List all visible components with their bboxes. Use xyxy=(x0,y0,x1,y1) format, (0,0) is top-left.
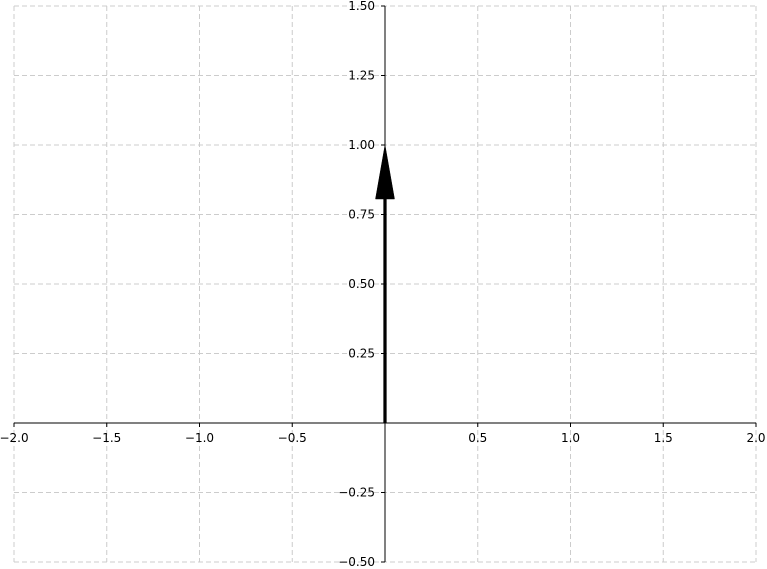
vectors xyxy=(375,144,395,424)
x-tick-label: 2.0 xyxy=(746,431,765,445)
x-tick-label: −1.0 xyxy=(185,431,214,445)
y-tick-label: 0.25 xyxy=(348,347,375,361)
y-tick-label: 1.00 xyxy=(348,138,375,152)
x-tick-label: −0.5 xyxy=(278,431,307,445)
x-tick-label: 0.5 xyxy=(468,431,487,445)
x-tick-label: 1.0 xyxy=(561,431,580,445)
y-tick-label: −0.25 xyxy=(338,486,375,500)
x-tick-label: −1.5 xyxy=(92,431,121,445)
y-tick-label: 1.25 xyxy=(348,69,375,83)
y-tick-label: −0.50 xyxy=(338,555,375,569)
x-tick-label: 1.5 xyxy=(654,431,673,445)
y-tick-label: 1.50 xyxy=(348,0,375,13)
x-tick-label: −2.0 xyxy=(0,431,29,445)
vector-arrow xyxy=(375,144,395,424)
y-tick-label: 0.75 xyxy=(348,208,375,222)
y-tick-label: 0.50 xyxy=(348,277,375,291)
